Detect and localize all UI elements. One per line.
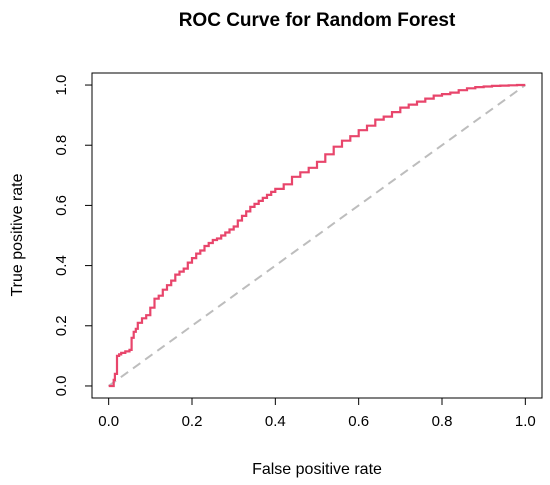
x-tick-label: 0.6 [348,413,369,430]
x-axis-label: False positive rate [252,461,382,478]
x-tick-label: 0.0 [98,413,119,430]
axes: 0.0 0.2 0.4 0.6 0.8 1.0 0.0 0.2 0.4 0.6 0.8 1.0 [53,75,536,430]
plot-frame [91,72,543,399]
y-tick-label: 0.6 [53,195,70,216]
x-tick-label: 0.2 [182,413,203,430]
x-tick-label: 0.4 [265,413,286,430]
roc-curve-line [108,83,526,388]
x-tick-label: 0.8 [432,413,453,430]
y-tick-label: 1.0 [53,75,70,96]
y-tick-label: 0.0 [53,376,70,397]
reference-diagonal-line [108,84,526,387]
y-tick-label: 0.2 [53,315,70,336]
y-tick-label: 0.8 [53,135,70,156]
y-tick-label: 0.4 [53,255,70,276]
y-axis-label: True positive rate [9,173,26,296]
chart-title: ROC Curve for Random Forest [179,10,456,31]
x-tick-label: 1.0 [515,413,536,430]
